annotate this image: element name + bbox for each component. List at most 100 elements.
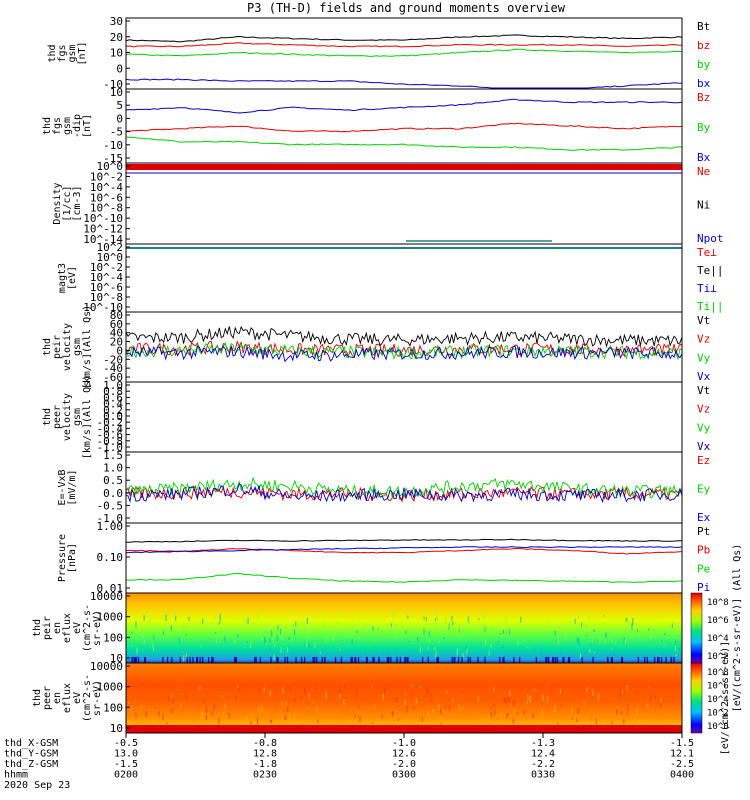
y-axis-label: [1/cc] [62,185,73,221]
spectrogram-bin [499,633,501,636]
spectrogram-bin [500,711,503,716]
colorbar-tick-label: 10^4 [707,634,729,644]
spectrogram-bin [440,708,442,715]
spectrogram-bin [144,657,146,663]
spectrogram-bin [512,718,515,724]
spectrogram-bin [226,715,228,717]
spectrogram-bin [554,630,556,637]
y-tick-label: 1000 [97,681,124,694]
spectrogram-bin [499,657,501,663]
spectrogram-bin [434,617,437,621]
spectrogram-bin [461,657,463,663]
spectrogram-bin [328,710,330,712]
spectrogram-bin [202,712,204,717]
spectrogram-bin [242,618,244,622]
spectrogram-bin [359,715,361,722]
spectrogram-bin [431,697,433,702]
spectrogram-bin [177,689,179,691]
spectrogram-bin [650,694,652,702]
spectrogram-bin [657,721,659,727]
spectrogram-bin [542,694,544,702]
y-axis-label: [km/s](All Qs) [82,375,93,459]
y-tick-label: 20 [110,336,123,349]
spectrogram-bin [316,705,318,712]
spectrogram-bin [135,712,137,719]
spectrogram-bin [428,637,430,645]
spectrogram-bin [466,648,468,650]
spectrogram-bin [382,693,385,700]
spectrogram-bin [404,657,406,663]
spectrogram-bin [571,706,573,713]
x-tick-label: -0.5 [114,738,138,749]
panel-frame [125,162,683,245]
x-tick-label: -1.5 [670,738,694,749]
spectrogram-bin [467,616,469,623]
y-tick-label: 0 [116,62,123,75]
y-axis-label: gsm [67,44,78,62]
series-bz-line [125,42,683,48]
spectrogram-bin [552,657,554,663]
spectrogram-bin [303,623,305,630]
spectrogram-bin [372,626,374,632]
x-tick-label: -0.8 [253,738,277,749]
colorbar-label: [eV/(cm^2-s-sr-eV)] (All Qs) [732,544,743,713]
spectrogram-bin [611,721,613,726]
y-tick-label: 1.5 [103,449,123,462]
spectrogram-bin [168,696,170,701]
spectrogram-bin [263,636,266,644]
spectrogram-bin [435,716,437,719]
spectrogram-bin [478,618,480,621]
spectrogram-bin [261,705,263,713]
spectrogram-bin [648,686,650,689]
y-tick-label: 0.8 [103,385,123,398]
spectrogram-bin [658,657,660,663]
spectrogram-bin [131,657,133,663]
spectrogram-bin [280,647,282,654]
spectrogram-bin [505,698,507,704]
colorbar-tick-label: 10^8 [707,598,729,608]
spectrogram-bin [504,655,506,660]
spectrogram-bin [153,634,155,640]
spectrogram-bin [417,636,419,642]
spectrogram-bin [477,657,479,663]
spectrogram-bin [255,657,257,663]
spectrogram-bin [227,632,229,637]
x-axis-row-label: thd_X-GSM [4,738,58,749]
spectrogram-bin [554,705,556,713]
spectrogram-bin [510,720,512,724]
spectrogram-bin [597,693,600,701]
colorbar-tick-label: 10^6 [707,616,729,626]
spectrogram-bin [632,623,634,625]
spectrogram-bin [315,686,317,690]
y-axis-label: magt3 [57,263,68,293]
spectrogram-bin [333,632,335,638]
spectrogram-bin [674,639,676,646]
spectrogram-bin [611,648,613,650]
spectrogram-bin [621,711,623,715]
spectrogram-bin [170,624,172,631]
spectrogram-bin [325,691,327,699]
spectrogram-bin [306,617,308,625]
spectrogram-bin [456,648,459,656]
spectrogram-bin [365,657,368,663]
legend-vy: Vy [697,351,711,364]
spectrogram-bin [493,687,495,692]
spectrogram-bin [219,619,221,624]
spectrogram-bin [428,630,430,638]
y-tick-label: 0.2 [103,404,123,417]
spectrogram-bin [626,713,628,716]
spectrogram-bin [224,636,226,643]
colorbar: 10^8 10^6 10^4 10^2 10^8 10^6 10^4 10^2 10^0[eV/… [690,544,743,755]
series-ex-line [125,483,683,504]
spectrogram-bin [293,628,296,636]
spectrogram-bin [560,650,562,654]
spectrogram-bin [211,657,213,663]
y-tick-label: 80 [110,309,123,322]
spectrogram-bin [173,708,175,710]
legend-vt: Vt [697,314,710,327]
spectrogram-bin [493,703,495,707]
spectrogram-bin [356,630,358,634]
spectrogram-bin [186,695,188,699]
spectrogram-bin [435,651,437,658]
panel-8: 1.00 0.10 0.01 Pressure [nPa] Pt Pb Pe Pi [57,520,710,595]
